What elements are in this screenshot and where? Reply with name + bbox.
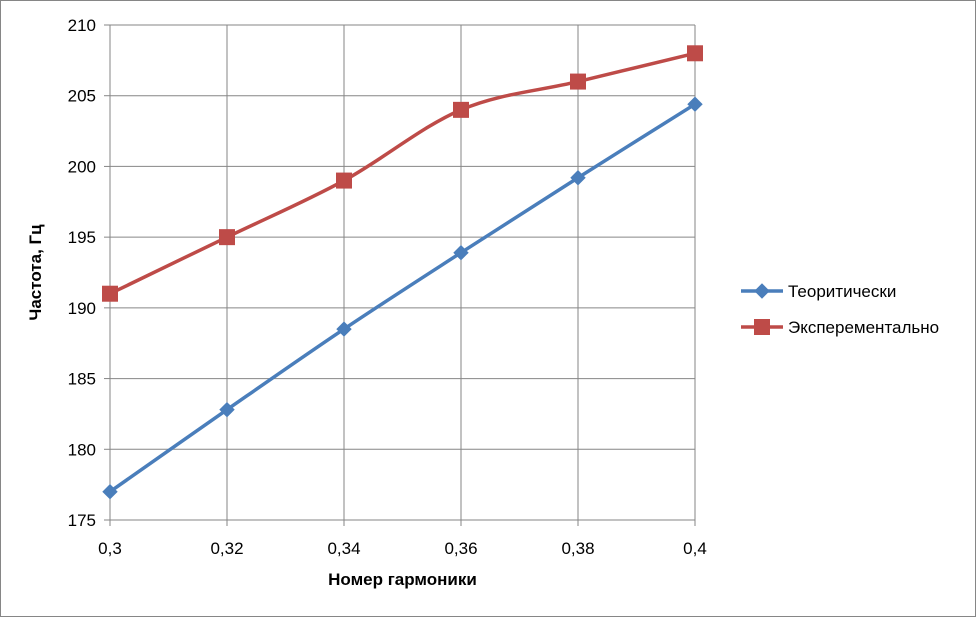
axes <box>104 24 696 526</box>
x-axis-title: Номер гармоники <box>328 570 477 589</box>
data-point <box>687 96 703 112</box>
x-tick-label: 0,32 <box>210 539 243 558</box>
series-2 <box>102 45 703 302</box>
x-tick-label: 0,4 <box>683 539 707 558</box>
data-point <box>336 321 352 337</box>
series-line <box>108 51 697 296</box>
y-tick-label: 195 <box>68 228 96 247</box>
y-tick-label: 180 <box>68 440 96 459</box>
y-tick-label: 205 <box>68 87 96 106</box>
data-point <box>570 170 586 186</box>
legend-item: Эксперементально <box>741 318 939 337</box>
y-axis-title: Частота, Гц <box>26 224 45 321</box>
y-tick-label: 190 <box>68 299 96 318</box>
x-tick-label: 0,3 <box>98 539 122 558</box>
legend-square-marker <box>754 319 770 335</box>
data-point <box>453 101 469 118</box>
data-point <box>453 244 469 261</box>
data-point <box>102 285 118 302</box>
legend-label: Теоритически <box>788 282 896 301</box>
data-point <box>687 45 703 62</box>
x-tick-label: 0,34 <box>327 539 360 558</box>
legend-label: Эксперементально <box>788 318 939 337</box>
y-tick-label: 200 <box>68 157 96 176</box>
series-layer <box>102 45 703 500</box>
grid <box>110 24 696 520</box>
y-tick-label: 210 <box>68 16 96 35</box>
y-tick-label: 175 <box>68 511 96 530</box>
y-tick-label: 185 <box>68 370 96 389</box>
data-point <box>102 484 118 500</box>
tick-labels: 175 180 185 190 195 200 205 210 0,3 0,32 0,34 0,36 0… <box>68 16 707 558</box>
legend: Теоритически Эксперементально <box>741 282 939 337</box>
data-point <box>570 73 586 90</box>
legend-diamond-marker <box>754 283 770 299</box>
data-point <box>219 401 235 418</box>
data-point <box>336 172 352 189</box>
series-1 <box>102 96 703 500</box>
legend-item: Теоритически <box>741 282 896 301</box>
x-tick-label: 0,38 <box>561 539 594 558</box>
data-point <box>219 229 235 246</box>
series-line <box>108 102 697 494</box>
x-tick-label: 0,36 <box>444 539 477 558</box>
